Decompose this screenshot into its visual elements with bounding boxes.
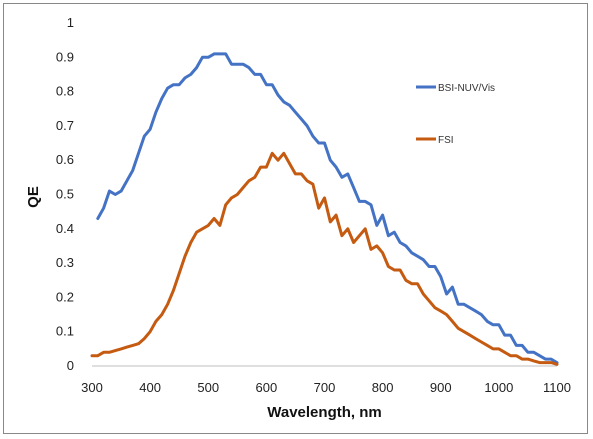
y-axis-title: QE [25, 186, 42, 208]
x-tick-label: 700 [314, 380, 336, 395]
y-tick-label: 0.4 [56, 221, 74, 236]
y-tick-label: 0.7 [56, 118, 74, 133]
x-tick-label: 500 [197, 380, 219, 395]
y-tick-label: 0.5 [56, 187, 74, 202]
x-tick-label: 1000 [484, 380, 513, 395]
legend-label: BSI-NUV/Vis [438, 83, 495, 94]
x-tick-label: 400 [139, 380, 161, 395]
y-tick-label: 0 [67, 358, 74, 373]
x-tick-label: 900 [430, 380, 452, 395]
y-tick-label: 0.9 [56, 49, 74, 64]
y-tick-label: 1 [67, 15, 74, 30]
y-tick-label: 0.2 [56, 289, 74, 304]
series-line-fsi [90, 151, 559, 366]
chart-frame [3, 3, 588, 434]
legend-label: FSI [438, 135, 454, 146]
x-tick-label: 800 [372, 380, 394, 395]
legend: BSI-NUV/Vis FSI [416, 83, 495, 146]
y-tick-label: 0.6 [56, 152, 74, 167]
y-tick-label: 0.3 [56, 255, 74, 270]
y-axis-ticks: 0 0.1 0.2 0.3 0.4 0.5 0.6 0.7 0.8 0.9 1 [56, 15, 74, 373]
x-axis-ticks: 300 400 500 600 700 800 900 1000 1100 [81, 380, 571, 395]
x-tick-label: 600 [256, 380, 278, 395]
x-axis-title: Wavelength, nm [267, 404, 381, 421]
series-layer [90, 52, 559, 366]
x-tick-label: 1100 [543, 380, 571, 395]
x-tick-label: 300 [81, 380, 103, 395]
series-line-bsi [96, 52, 559, 365]
y-tick-label: 0.1 [56, 324, 74, 339]
y-tick-label: 0.8 [56, 84, 74, 99]
